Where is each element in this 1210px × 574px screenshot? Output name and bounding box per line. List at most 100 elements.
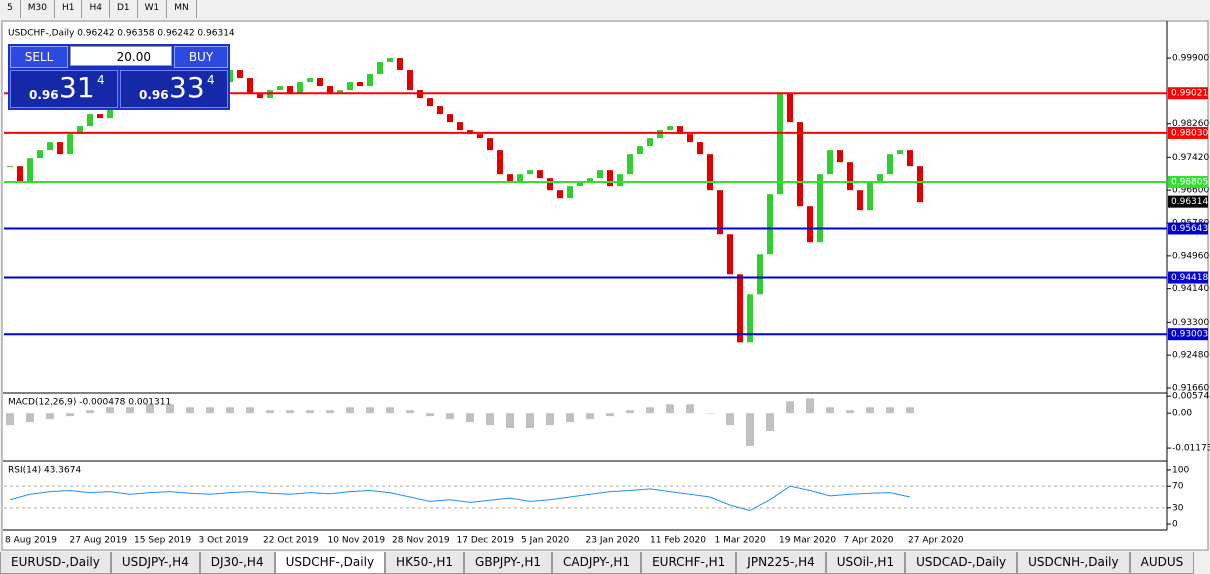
sell-quote[interactable]: 0.96 31 4 bbox=[10, 70, 118, 108]
histogram-bar bbox=[826, 407, 834, 414]
timeframe-button[interactable]: M30 bbox=[21, 0, 55, 18]
candle bbox=[847, 162, 853, 191]
timeframe-button[interactable]: W1 bbox=[138, 0, 168, 18]
chart-tab[interactable]: DJ30-,H4 bbox=[199, 552, 275, 574]
chart-tab[interactable]: USDCNH-,Daily bbox=[1017, 552, 1130, 574]
candle bbox=[387, 58, 393, 63]
x-tick-label: 5 Jan 2020 bbox=[521, 536, 569, 546]
chart-tab[interactable]: USDJPY-,H4 bbox=[110, 552, 200, 574]
x-tick-label: 7 Apr 2020 bbox=[844, 536, 894, 546]
price-big: 33 bbox=[169, 71, 205, 104]
candle bbox=[907, 150, 913, 167]
price-sup: 4 bbox=[97, 73, 105, 87]
y-tick-label: 0.97420 bbox=[1172, 153, 1209, 163]
chart-tab[interactable]: USDCHF-,Daily bbox=[274, 552, 386, 574]
y-tick-label: -0.011738 bbox=[1172, 444, 1210, 454]
candle bbox=[87, 114, 93, 127]
candle bbox=[897, 150, 903, 155]
candle bbox=[557, 190, 563, 199]
chart-tab[interactable]: USOil-,H1 bbox=[825, 552, 906, 574]
price-big: 31 bbox=[59, 71, 95, 104]
candle bbox=[857, 190, 863, 211]
candle bbox=[327, 86, 333, 95]
histogram-bar bbox=[446, 413, 454, 420]
candle bbox=[637, 146, 643, 155]
candle bbox=[307, 78, 313, 83]
chart-tab[interactable]: GBPJPY-,H1 bbox=[464, 552, 553, 574]
chart-tab[interactable]: CADJPY-,H1 bbox=[552, 552, 642, 574]
rsi-header: RSI(14) 43.3674 bbox=[8, 466, 81, 476]
chart-tab[interactable]: EURUSD-,Daily bbox=[0, 552, 111, 574]
x-tick-label: 22 Oct 2019 bbox=[263, 536, 319, 546]
histogram-bar bbox=[166, 404, 174, 414]
timeframe-button[interactable]: H4 bbox=[82, 0, 110, 18]
y-tick-label: 30 bbox=[1172, 503, 1184, 513]
chart-tab[interactable]: JPN225-,H4 bbox=[736, 552, 826, 574]
chart-tab[interactable]: AUDUS bbox=[1129, 552, 1195, 574]
candle bbox=[827, 150, 833, 175]
timeframe-button[interactable]: D1 bbox=[110, 0, 138, 18]
candle bbox=[577, 182, 583, 187]
x-tick-label: 27 Aug 2019 bbox=[70, 536, 128, 546]
x-tick-label: 23 Jan 2020 bbox=[586, 536, 640, 546]
y-tick-label: 0.005744 bbox=[1172, 392, 1210, 402]
histogram-bar bbox=[266, 410, 274, 414]
y-tick-label: 0.96600 bbox=[1172, 186, 1209, 196]
level-label: 0.95643 bbox=[1171, 224, 1208, 234]
level-label-bg bbox=[1168, 271, 1208, 284]
candle bbox=[487, 138, 493, 151]
chart-tab[interactable]: USDCAD-,Daily bbox=[905, 552, 1018, 574]
histogram-bar bbox=[6, 413, 14, 426]
histogram-bar bbox=[666, 404, 674, 414]
volume-input[interactable]: 20.00 bbox=[70, 46, 172, 66]
candle bbox=[477, 134, 483, 139]
level-label-bg bbox=[1168, 175, 1208, 188]
histogram-bar bbox=[46, 413, 54, 420]
level-label: 0.98030 bbox=[1171, 128, 1208, 138]
candle bbox=[887, 154, 893, 175]
candle bbox=[657, 130, 663, 139]
candle bbox=[377, 62, 383, 75]
histogram-bar bbox=[646, 407, 654, 414]
candle bbox=[347, 82, 353, 91]
level-label-bg bbox=[1168, 126, 1208, 139]
candle bbox=[627, 154, 633, 175]
histogram-bar bbox=[126, 407, 134, 414]
chart-tabs: EURUSD-,Daily USDJPY-,H4 DJ30-,H4 USDCHF-,D… bbox=[0, 552, 1195, 574]
timeframe-button[interactable]: MN bbox=[167, 0, 197, 18]
buy-quote[interactable]: 0.96 33 4 bbox=[120, 70, 228, 108]
chart-tab[interactable]: HK50-,H1 bbox=[385, 552, 465, 574]
histogram-bar bbox=[626, 410, 634, 414]
timeframe-toolbar: 5 M30 H1 H4 D1 W1 MN bbox=[0, 0, 197, 18]
level-label-bg bbox=[1168, 328, 1208, 341]
level-label-bg bbox=[1168, 222, 1208, 235]
timeframe-button[interactable]: 5 bbox=[0, 0, 21, 18]
x-tick-label: 10 Nov 2019 bbox=[328, 536, 386, 546]
candle bbox=[617, 174, 623, 187]
level-label: 0.94418 bbox=[1171, 273, 1208, 283]
x-tick-label: 17 Dec 2019 bbox=[457, 536, 515, 546]
sell-button[interactable]: SELL bbox=[10, 46, 68, 68]
candle bbox=[787, 94, 793, 123]
chart-tab[interactable]: EURCHF-,H1 bbox=[641, 552, 737, 574]
histogram-bar bbox=[186, 407, 194, 414]
timeframe-button[interactable]: H1 bbox=[55, 0, 83, 18]
candle bbox=[597, 170, 603, 179]
candle bbox=[227, 70, 233, 83]
candle bbox=[877, 174, 883, 183]
candle bbox=[77, 126, 83, 135]
histogram-bar bbox=[146, 404, 154, 414]
candle bbox=[547, 178, 553, 191]
histogram-bar bbox=[286, 410, 294, 414]
histogram-bar bbox=[386, 407, 394, 414]
candle bbox=[677, 126, 683, 135]
y-tick-label: 100 bbox=[1172, 465, 1189, 475]
y-tick-label: 70 bbox=[1172, 482, 1184, 492]
histogram-bar bbox=[786, 401, 794, 414]
buy-button[interactable]: BUY bbox=[174, 46, 228, 68]
level-label: 0.93003 bbox=[1171, 330, 1208, 340]
candle bbox=[797, 122, 803, 207]
y-tick-label: 0 bbox=[1172, 520, 1178, 530]
candle bbox=[507, 174, 513, 183]
candle bbox=[757, 254, 763, 295]
